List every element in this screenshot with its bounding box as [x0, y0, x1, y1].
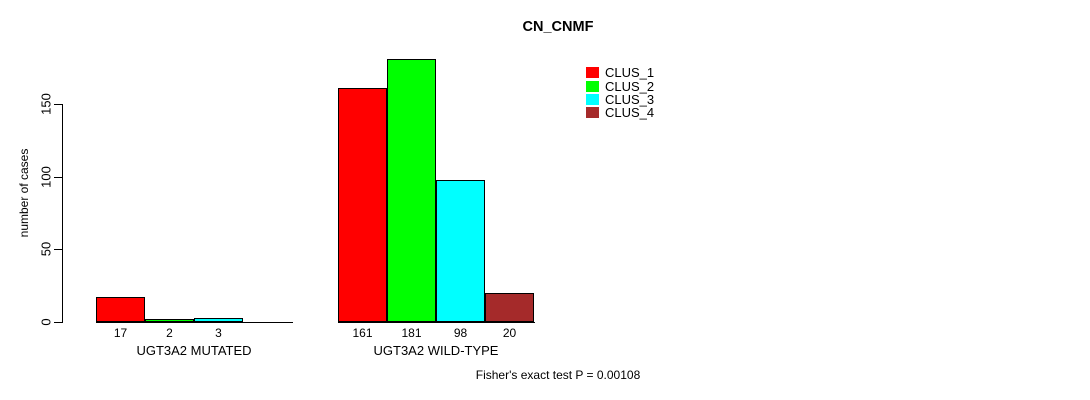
- legend: CLUS_1 CLUS_2 CLUS_3 CLUS_4: [586, 65, 655, 121]
- y-tick: [54, 322, 62, 323]
- bar-value-label: 3: [215, 326, 222, 340]
- bar-value-label: 17: [113, 326, 128, 340]
- legend-item: CLUS_4: [586, 105, 655, 121]
- bar: [96, 297, 145, 322]
- group-baseline: [96, 322, 293, 323]
- bar-value-label: 20: [502, 326, 517, 340]
- legend-item: CLUS_1: [586, 65, 655, 81]
- legend-swatch: [586, 67, 599, 79]
- chart-title: CN_CNMF: [522, 19, 594, 35]
- group-label: UGT3A2 WILD-TYPE: [373, 343, 499, 358]
- legend-label: CLUS_1: [605, 65, 655, 81]
- group-label: UGT3A2 MUTATED: [136, 343, 252, 358]
- bar-value-label: 2: [166, 326, 173, 340]
- bar: [338, 88, 387, 322]
- legend-item: CLUS_2: [586, 78, 655, 94]
- legend-label: CLUS_2: [605, 78, 655, 94]
- y-tick: [54, 176, 62, 178]
- fisher-test-annotation: Fisher's exact test P = 0.00108: [475, 368, 641, 382]
- bar: [387, 59, 436, 322]
- bar-value-label: 161: [352, 326, 373, 340]
- bar: [194, 318, 243, 322]
- legend-swatch: [586, 80, 599, 92]
- legend-label: CLUS_4: [605, 105, 655, 121]
- y-tick: [54, 104, 62, 105]
- bar-value-label: 98: [453, 326, 468, 340]
- bar: [436, 180, 485, 322]
- group-baseline: [338, 322, 535, 323]
- y-tick: [54, 249, 62, 251]
- y-tick-label: 0: [38, 318, 54, 326]
- legend-swatch: [586, 93, 599, 105]
- legend-item: CLUS_3: [586, 91, 655, 107]
- y-tick-label: 150: [38, 93, 54, 115]
- bar: [485, 293, 534, 322]
- y-tick-label: 50: [38, 242, 54, 257]
- y-tick-label: 100: [38, 165, 54, 188]
- legend-label: CLUS_3: [605, 91, 655, 107]
- y-axis-line: [62, 104, 63, 323]
- bar-value-label: 181: [401, 326, 422, 340]
- legend-swatch: [586, 107, 599, 119]
- bar: [145, 319, 194, 322]
